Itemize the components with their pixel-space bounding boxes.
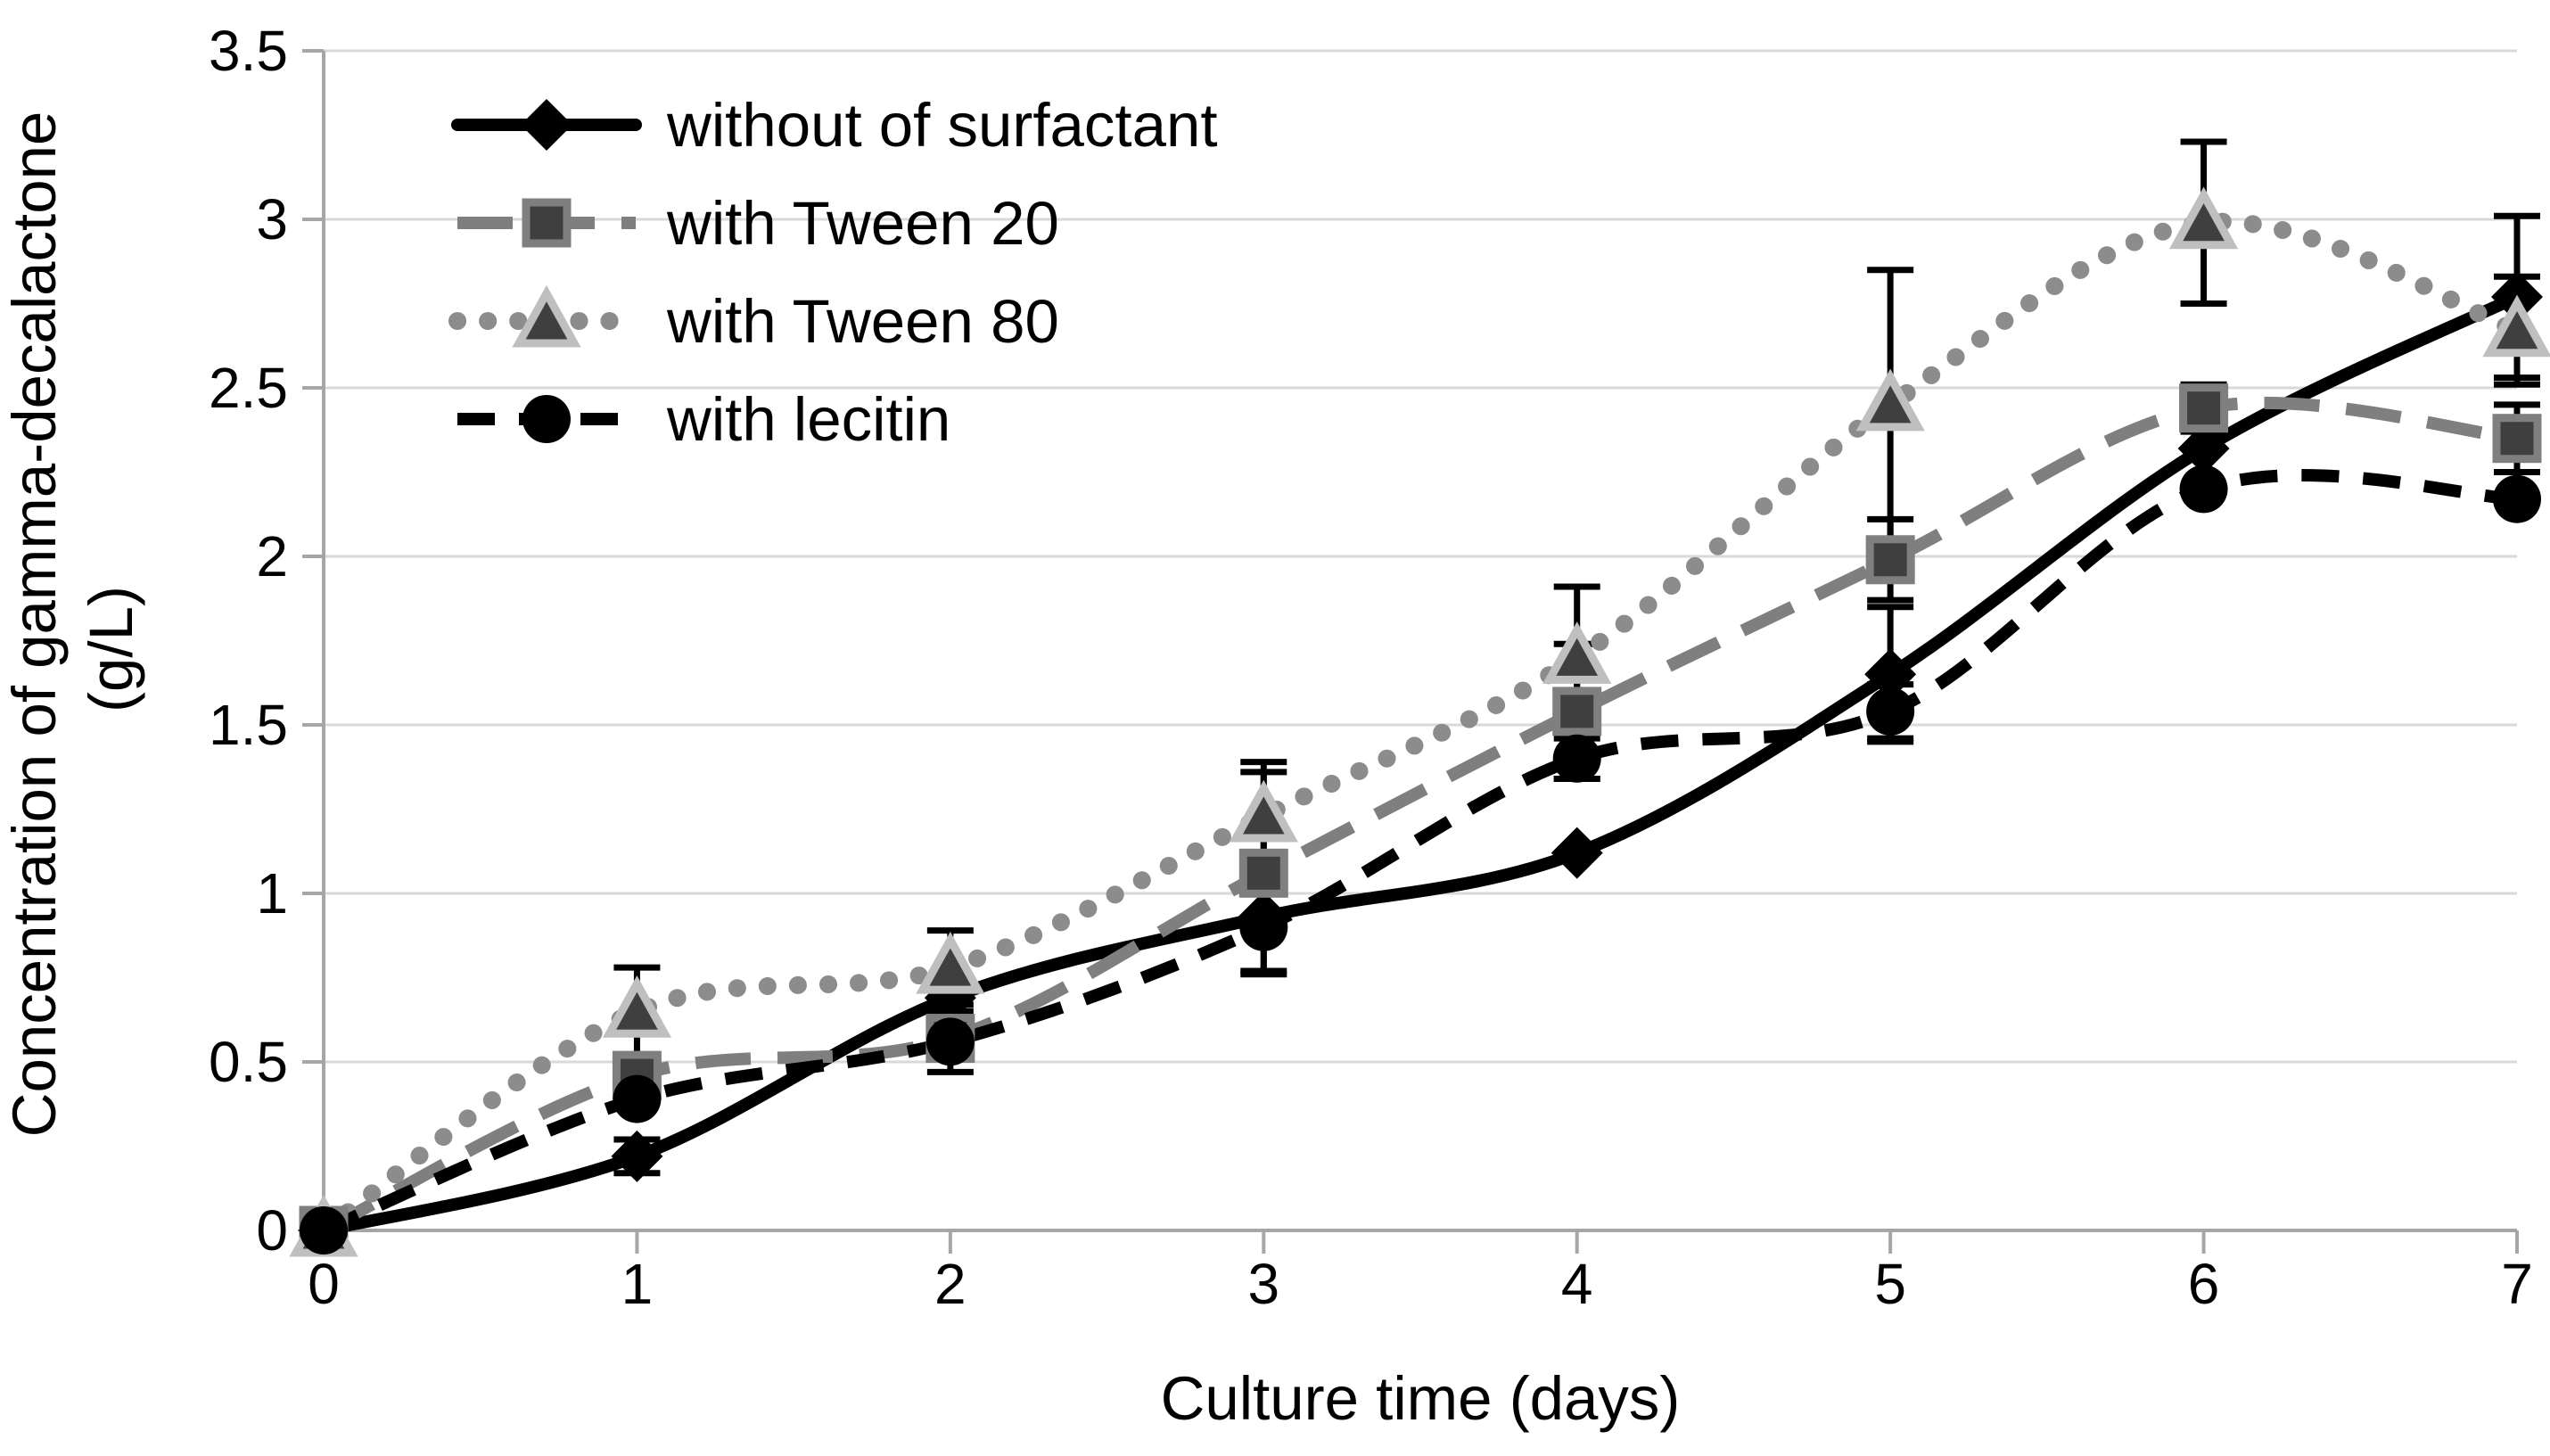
circle-marker [522, 395, 571, 443]
legend: without of surfactant with Tween 20 with T… [448, 91, 1218, 454]
circle-marker [1239, 902, 1288, 951]
diamond-marker [611, 1130, 663, 1182]
series-line-0 [317, 290, 2523, 1237]
circle-marker [2493, 474, 2541, 523]
x-tick-label: 1 [621, 1252, 654, 1316]
axes [302, 49, 2519, 1254]
triangle-marker [2482, 294, 2550, 358]
circle-marker [300, 1206, 348, 1254]
legend-entry-0: without of surfactant [451, 91, 1218, 160]
y-tick-label: 1 [256, 861, 288, 925]
series-markers-3 [300, 465, 2541, 1254]
y-tick-label: 3 [256, 187, 288, 251]
square-marker [1865, 535, 1915, 585]
y-tick-label: 2 [256, 524, 288, 588]
square-marker [522, 198, 572, 248]
square-marker [2492, 414, 2542, 464]
legend-label: with Tween 80 [666, 287, 1059, 356]
legend-entry-3: with lecitin [457, 385, 950, 454]
triangle-marker [2168, 186, 2239, 250]
series-path [315, 212, 2526, 1239]
triangle-marker [1229, 779, 1298, 843]
axis-titles: Culture time (days) Concentration of gamm… [0, 111, 1680, 1433]
y-tick-label: 0.5 [209, 1030, 288, 1094]
series-line-2 [315, 212, 2526, 1239]
y-tick-label: 2.5 [209, 356, 288, 420]
y-axis-title: Concentration of gamma-decalactone [0, 111, 69, 1138]
circle-marker [2179, 465, 2228, 514]
circle-marker [1552, 734, 1601, 783]
series-path [321, 468, 2518, 1237]
x-tick-label: 4 [1561, 1252, 1593, 1316]
diamond-marker [2177, 423, 2230, 475]
series-line-3 [321, 468, 2518, 1237]
x-tick-label: 5 [1874, 1252, 1906, 1316]
triangle-marker [1855, 368, 1925, 432]
y-tick-label: 1.5 [209, 693, 288, 757]
triangle-marker [512, 284, 581, 348]
x-tick-label: 2 [934, 1252, 967, 1316]
x-tick-label: 7 [2501, 1252, 2533, 1316]
square-marker [2179, 383, 2229, 433]
gridlines [324, 49, 2517, 1064]
tick-labels: 0 0.5 1 1.5 2 2.5 3 3.5 0 1 2 3 4 5 6 7 [209, 19, 2533, 1316]
legend-entry-1: with Tween 20 [457, 189, 1059, 258]
legend-label: without of surfactant [666, 91, 1218, 160]
x-tick-label: 6 [2188, 1252, 2220, 1316]
triangle-marker [1542, 621, 1612, 684]
x-axis-title: Culture time (days) [1161, 1364, 1681, 1433]
diamond-marker [521, 99, 572, 151]
series-markers-1 [299, 383, 2542, 1255]
triangle-marker [602, 975, 672, 1038]
y-tick-label: 3.5 [209, 19, 288, 83]
x-tick-label: 0 [308, 1252, 340, 1316]
x-tick-label: 3 [1247, 1252, 1279, 1316]
diamond-marker [1864, 648, 1917, 701]
square-marker [1552, 687, 1602, 736]
legend-label: with lecitin [666, 385, 950, 454]
legend-label: with Tween 20 [666, 189, 1059, 258]
series-path [320, 396, 2518, 1237]
circle-marker [613, 1074, 662, 1123]
circle-marker [925, 1017, 975, 1066]
square-marker [1238, 848, 1288, 898]
series-line-1 [320, 396, 2518, 1237]
y-axis-title-unit: (g/L) [77, 586, 145, 712]
y-tick-label: 0 [256, 1198, 288, 1263]
diamond-marker [1551, 827, 1603, 879]
legend-entry-2: with Tween 80 [448, 284, 1059, 356]
triangle-marker [916, 931, 985, 994]
series-path [317, 290, 2523, 1237]
circle-marker [1866, 687, 1915, 736]
